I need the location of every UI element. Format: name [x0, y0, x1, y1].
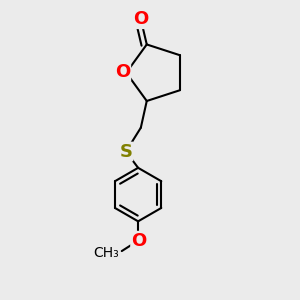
Text: O: O [133, 10, 148, 28]
Text: O: O [131, 232, 146, 250]
Text: S: S [119, 142, 133, 160]
Text: O: O [115, 63, 130, 81]
Text: CH₃: CH₃ [93, 245, 119, 260]
